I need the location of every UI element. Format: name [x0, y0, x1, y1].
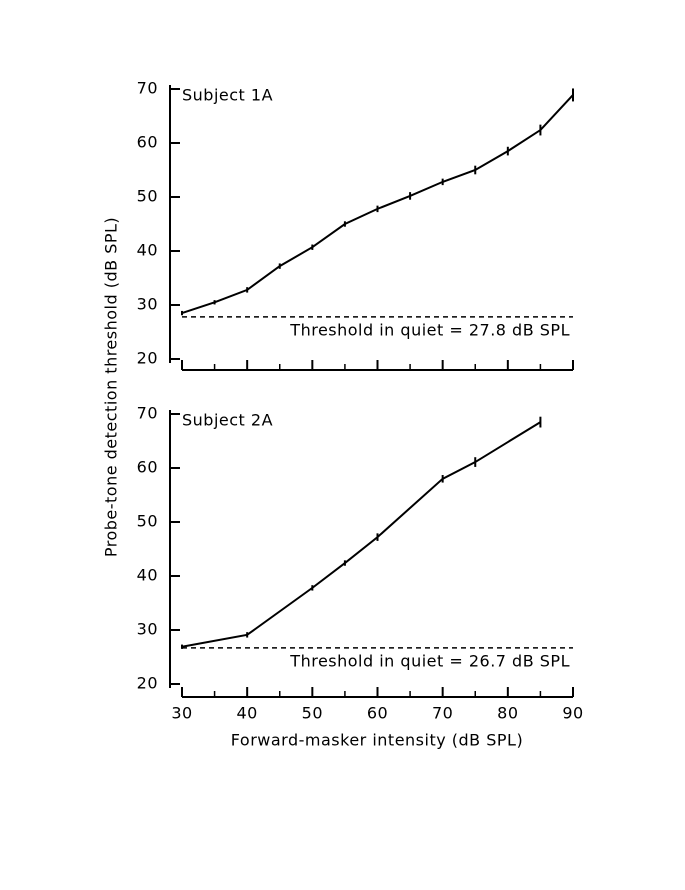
y-tick-label: 30 — [137, 295, 158, 314]
y-tick-label: 60 — [137, 133, 158, 152]
x-tick-label: 30 — [171, 704, 192, 723]
y-tick-label: 40 — [137, 566, 158, 585]
x-tick-label: 70 — [432, 704, 453, 723]
y-tick-label: 20 — [137, 674, 158, 693]
y-tick-label: 50 — [137, 512, 158, 531]
y-tick-label: 60 — [137, 458, 158, 477]
x-tick-label: 50 — [302, 704, 323, 723]
y-tick-label: 30 — [137, 620, 158, 639]
data-line — [181, 94, 574, 315]
x-tick-label: 60 — [367, 704, 388, 723]
y-tick-label: 20 — [137, 349, 158, 368]
x-tick-label: 40 — [236, 704, 257, 723]
threshold-label: Threshold in quiet = 27.8 dB SPL — [289, 320, 570, 339]
x-tick-label: 90 — [562, 704, 583, 723]
x-tick-label: 80 — [497, 704, 518, 723]
panel-title: Subject 1A — [182, 86, 273, 105]
y-tick-label: 40 — [137, 241, 158, 260]
data-line — [181, 421, 541, 648]
y-axis-label: Probe-tone detection threshold (dB SPL) — [102, 217, 121, 557]
y-tick-label: 50 — [137, 187, 158, 206]
y-tick-label: 70 — [137, 79, 158, 98]
panel-title: Subject 2A — [182, 411, 273, 430]
threshold-label: Threshold in quiet = 26.7 dB SPL — [289, 651, 570, 670]
x-axis-label: Forward-masker intensity (dB SPL) — [231, 731, 523, 750]
y-tick-label: 70 — [137, 404, 158, 423]
